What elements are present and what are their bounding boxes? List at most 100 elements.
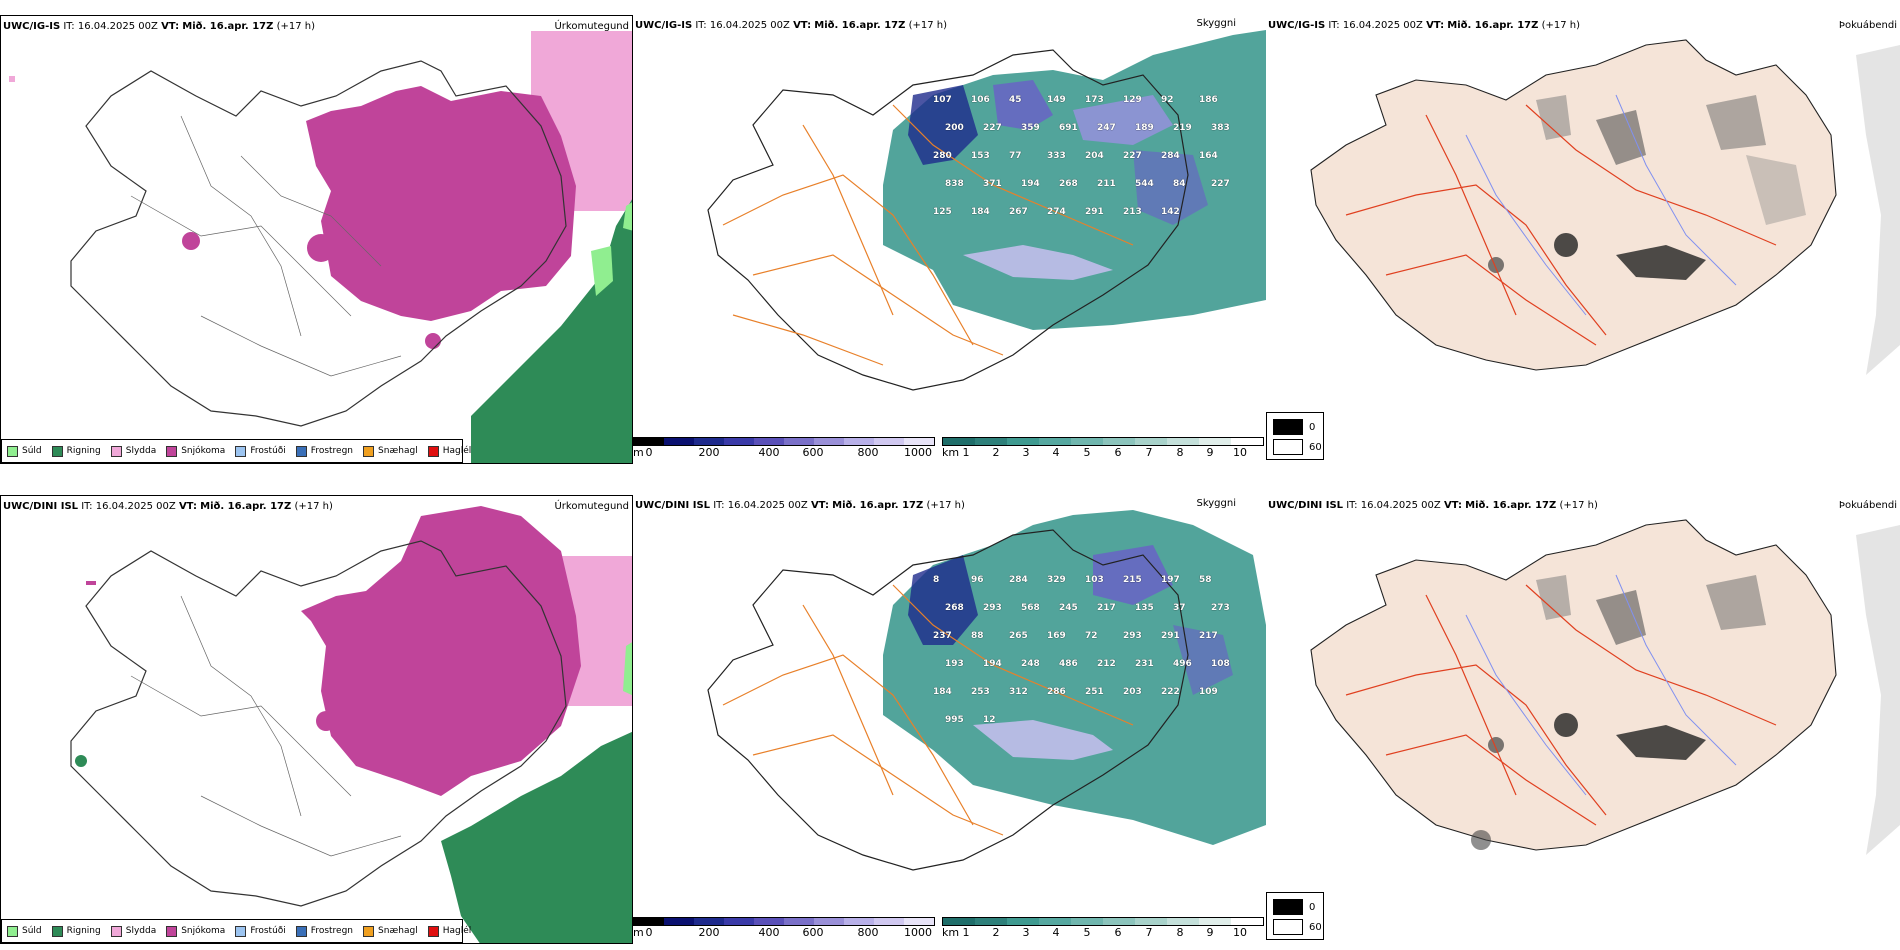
cloud-base-number: 12 bbox=[983, 715, 996, 725]
colorbar-tick: 10 bbox=[1233, 926, 1247, 939]
colorbar-tick: 1 bbox=[962, 446, 970, 459]
rain-area bbox=[471, 199, 632, 463]
panel-label: Úrkomutegund bbox=[554, 501, 629, 512]
legend-item: Frostregn bbox=[295, 925, 353, 937]
colorbar-tick: 600 bbox=[802, 926, 824, 939]
cloud-base-number: 265 bbox=[1009, 631, 1028, 641]
colorbar-km-top: km 1 2 3 4 5 6 7 8 9 10 bbox=[942, 437, 1264, 467]
cloud-base-number: 103 bbox=[1085, 575, 1104, 585]
cloud-base-number: 45 bbox=[1009, 95, 1022, 105]
panel-title: UWC/IG-IS IT: 16.04.2025 00Z VT: Mið. 16… bbox=[1268, 20, 1580, 31]
cloud-base-number: 92 bbox=[1161, 95, 1174, 105]
colorbar-tick: 600 bbox=[802, 446, 824, 459]
iceland-outline bbox=[70, 60, 567, 427]
cloud-base-number: 217 bbox=[1199, 631, 1218, 641]
cloud-base-number: 291 bbox=[1085, 207, 1104, 217]
cloud-base-number: 107 bbox=[933, 95, 952, 105]
precip-map bbox=[9, 31, 632, 463]
legend-item: Haglél bbox=[427, 925, 471, 937]
colorbar-m-top: m 0 200 400 600 800 1000 bbox=[633, 437, 935, 467]
colorbar-tick: 4 bbox=[1052, 446, 1060, 459]
colorbar-strip bbox=[633, 437, 935, 446]
cloud-map bbox=[707, 30, 1266, 391]
fog-panel-bottom: UWC/DINI ISL IT: 16.04.2025 00Z VT: Mið.… bbox=[1266, 495, 1900, 940]
precip-map bbox=[70, 506, 632, 943]
snow-area bbox=[306, 86, 576, 321]
cloud-base-number: 173 bbox=[1085, 95, 1104, 105]
cloud-base-number: 169 bbox=[1047, 631, 1066, 641]
cloud-base-number: 838 bbox=[945, 179, 964, 189]
cloud-base-number: 149 bbox=[1047, 95, 1066, 105]
colorbar-tick: 2 bbox=[992, 926, 1000, 939]
cloud-base-number: 184 bbox=[933, 687, 952, 697]
cloud-base-number: 189 bbox=[1135, 123, 1154, 133]
fog-panel-top: UWC/IG-IS IT: 16.04.2025 00Z VT: Mið. 16… bbox=[1266, 15, 1900, 460]
colorbar-m-bottom: m 0 200 400 600 800 1000 bbox=[633, 917, 935, 947]
cloud-base-number: 333 bbox=[1047, 151, 1066, 161]
cloud-base-number: 88 bbox=[971, 631, 984, 641]
cloud-base-number: 213 bbox=[1123, 207, 1142, 217]
colorbar-tick: 8 bbox=[1176, 926, 1184, 939]
cloud-base-number: 142 bbox=[1161, 207, 1180, 217]
panel-label: Þokuábendi bbox=[1838, 500, 1897, 511]
colorbar-unit: km bbox=[942, 926, 960, 939]
cloud-base-number: 194 bbox=[983, 659, 1002, 669]
colorbar-tick: 400 bbox=[758, 926, 780, 939]
fog-legend-bottom: 0 60 bbox=[1266, 892, 1324, 940]
legend-item: Snæhagl bbox=[363, 925, 418, 937]
cloud-base-number: 383 bbox=[1211, 123, 1230, 133]
cloud-base-number: 203 bbox=[1123, 687, 1142, 697]
cloud-base-number: 197 bbox=[1161, 575, 1180, 585]
colorbar-unit: m bbox=[633, 926, 644, 939]
cloud-base-number: 231 bbox=[1135, 659, 1154, 669]
cloud-area bbox=[883, 510, 1266, 845]
colorbar-tick: 7 bbox=[1145, 446, 1153, 459]
legend-item: Súld bbox=[7, 445, 42, 457]
precip-panel-bottom: UWC/DINI ISL IT: 16.04.2025 00Z VT: Mið.… bbox=[0, 495, 633, 944]
cloud-base-number: 193 bbox=[945, 659, 964, 669]
fog-map bbox=[1310, 39, 1900, 375]
cloud-base-number: 135 bbox=[1135, 603, 1154, 613]
cloud-base-number: 227 bbox=[983, 123, 1002, 133]
colorbar-tick: 4 bbox=[1052, 926, 1060, 939]
cloud-base-number: 247 bbox=[1097, 123, 1116, 133]
legend-item: Frostregn bbox=[295, 445, 353, 457]
legend-item: Frostúði bbox=[235, 925, 286, 937]
colorbar-tick: 200 bbox=[698, 926, 720, 939]
rain-area bbox=[441, 731, 632, 943]
colorbar-tick: 1000 bbox=[904, 926, 932, 939]
cloud-base-number: 486 bbox=[1059, 659, 1078, 669]
legend-item: Snjókoma bbox=[166, 925, 225, 937]
cloud-base-number: 37 bbox=[1173, 603, 1186, 613]
fog-legend-top: 0 60 bbox=[1266, 412, 1324, 460]
precip-legend: Súld Rigning Slydda Snjókoma Frostúði Fr… bbox=[1, 439, 471, 463]
colorbar-tick: 9 bbox=[1206, 446, 1214, 459]
cloud-base-number: 284 bbox=[1161, 151, 1180, 161]
cloud-base-number: 291 bbox=[1161, 631, 1180, 641]
colorbar-tick: 200 bbox=[698, 446, 720, 459]
cloud-base-number: 691 bbox=[1059, 123, 1078, 133]
colorbar-tick: 10 bbox=[1233, 446, 1247, 459]
cloud-base-number: 237 bbox=[933, 631, 952, 641]
cloud-base-number: 72 bbox=[1085, 631, 1098, 641]
cloud-base-number: 129 bbox=[1123, 95, 1142, 105]
colorbar-strip bbox=[633, 917, 935, 926]
colorbar-tick: 5 bbox=[1083, 926, 1091, 939]
cloud-base-number: 268 bbox=[1059, 179, 1078, 189]
panel-label: Skyggni bbox=[1196, 498, 1236, 509]
cloud-base-number: 293 bbox=[1123, 631, 1142, 641]
cloud-base-number: 568 bbox=[1021, 603, 1040, 613]
cloud-base-number: 544 bbox=[1135, 179, 1154, 189]
cloud-base-number: 108 bbox=[1211, 659, 1230, 669]
cloud-base-number: 84 bbox=[1173, 179, 1186, 189]
cloud-panel-bottom: UWC/DINI ISL IT: 16.04.2025 00Z VT: Mið.… bbox=[633, 495, 1266, 940]
precip-legend: Súld Rigning Slydda Snjókoma Frostúði Fr… bbox=[1, 919, 471, 943]
cloud-base-number: 359 bbox=[1021, 123, 1040, 133]
legend-item: Snjókoma bbox=[166, 445, 225, 457]
colorbar-tick: 9 bbox=[1206, 926, 1214, 939]
cloud-base-number: 329 bbox=[1047, 575, 1066, 585]
cloud-base-number: 153 bbox=[971, 151, 990, 161]
land-area bbox=[1310, 39, 1837, 371]
legend-item: Rigning bbox=[51, 445, 101, 457]
cloud-base-number: 106 bbox=[971, 95, 990, 105]
